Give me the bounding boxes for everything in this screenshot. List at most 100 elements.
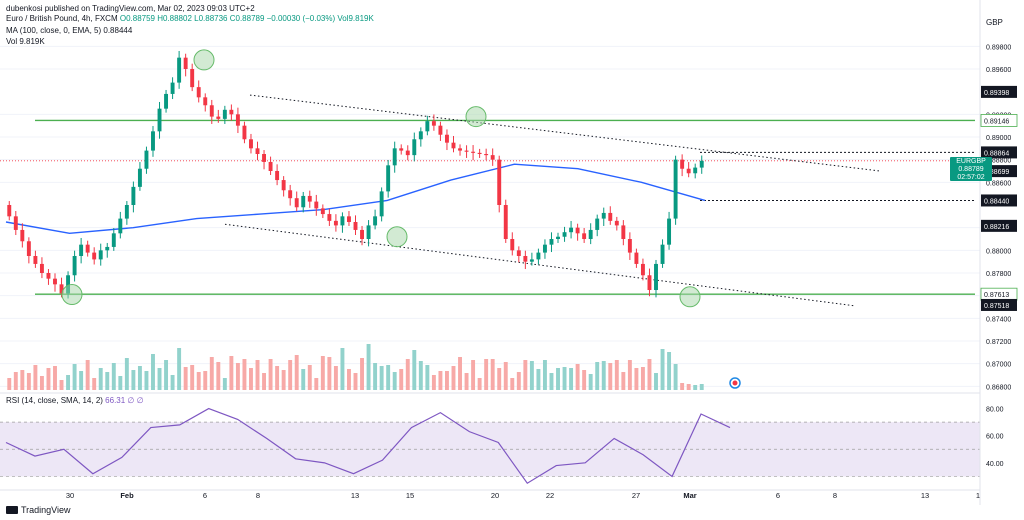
candle-body xyxy=(124,205,129,219)
volume-bar xyxy=(268,359,273,390)
volume-bar xyxy=(438,371,443,390)
candle-body xyxy=(673,159,678,219)
candle-body xyxy=(418,131,423,140)
price-tick-label: 0.89600 xyxy=(986,67,1011,74)
volume-bar xyxy=(425,365,430,390)
candle-body xyxy=(307,195,312,202)
volume-bar xyxy=(588,374,593,390)
level-label: 0.89398 xyxy=(984,90,1009,97)
candle-body xyxy=(693,167,698,174)
ma-legend[interactable]: MA (100, close, 0, EMA, 5) 0.88444 xyxy=(6,26,133,35)
volume-bar xyxy=(529,361,534,390)
volume-bar xyxy=(85,360,90,390)
candle-body xyxy=(484,154,489,156)
candle-body xyxy=(425,121,430,132)
level-label: 0.87613 xyxy=(984,292,1009,299)
volume-bar xyxy=(301,369,306,390)
volume-bar xyxy=(458,357,462,390)
volume-bar xyxy=(595,362,600,390)
candle-body xyxy=(20,229,25,242)
volume-bar xyxy=(222,378,227,390)
volume-bar xyxy=(111,363,116,390)
level-label-box xyxy=(981,146,1017,159)
candle-body xyxy=(222,109,227,119)
volume-bar xyxy=(203,371,208,390)
volume-bar xyxy=(379,366,384,390)
price-tick-label: 0.86800 xyxy=(986,384,1011,391)
candle-body xyxy=(654,263,658,290)
logo-text: TradingView xyxy=(21,505,71,515)
rsi-title: RSI (14, close, SMA, 14, 2) xyxy=(6,396,103,405)
price-tick-label: 0.88800 xyxy=(986,158,1011,165)
candle-body xyxy=(314,201,319,209)
candle-body xyxy=(105,246,110,251)
candle-body xyxy=(366,225,371,239)
candle-body xyxy=(347,216,351,222)
level-label: 0.88699 xyxy=(984,169,1009,176)
candle-body xyxy=(373,216,378,226)
candle-body xyxy=(203,97,208,106)
candle-body xyxy=(235,114,240,126)
candle-body xyxy=(98,250,103,260)
volume-bar xyxy=(477,378,482,390)
candle-body xyxy=(360,229,364,239)
candle-body xyxy=(458,148,462,151)
volume-bar xyxy=(386,365,391,390)
volume-bar xyxy=(249,368,253,390)
candle-body xyxy=(209,105,214,117)
badge-countdown: 02:57:02 xyxy=(957,174,985,181)
volume-bar xyxy=(693,385,698,390)
time-tick-label: 8 xyxy=(833,491,837,500)
candle-body xyxy=(157,108,162,132)
volume-bar xyxy=(464,373,469,390)
volume-bar xyxy=(39,376,44,390)
rsi-legend[interactable]: RSI (14, close, SMA, 14, 2) 66.31 ∅ ∅ xyxy=(6,396,144,405)
symbol-line: Euro / British Pound, 4h, FXCM O0.88759 … xyxy=(6,14,374,24)
time-tick-label: Mar xyxy=(683,491,696,500)
rsi-tick-label: 40.00 xyxy=(986,461,1004,468)
touch-marker xyxy=(386,226,408,248)
symbol-title[interactable]: Euro / British Pound, 4h, FXCM xyxy=(6,14,118,23)
candle-body xyxy=(523,256,528,262)
price-tick-label: 0.87000 xyxy=(986,362,1011,369)
tradingview-logo[interactable]: TradingView xyxy=(6,505,71,515)
candle-body xyxy=(510,239,515,251)
time-tick-label: 13 xyxy=(351,491,359,500)
candle-body xyxy=(170,82,175,94)
candle-body xyxy=(640,263,645,276)
touch-marker xyxy=(465,106,487,128)
volume-bar xyxy=(640,367,645,390)
volume-bar xyxy=(164,360,169,390)
candle-body xyxy=(464,150,469,152)
rsi-tick-label: 60.00 xyxy=(986,434,1004,441)
volume-legend[interactable]: Vol 9.819K xyxy=(6,37,45,46)
volume-bar xyxy=(177,348,182,390)
volume-bar xyxy=(366,344,371,390)
volume-bar xyxy=(59,380,64,390)
candle-body xyxy=(379,191,384,217)
volume-bar xyxy=(124,358,129,390)
candle-body xyxy=(7,205,12,217)
volume-bar xyxy=(320,356,325,390)
time-tick-label: 20 xyxy=(491,491,499,500)
volume-bar xyxy=(340,348,345,390)
candle-body xyxy=(249,139,253,149)
candle-body xyxy=(588,229,593,239)
candle-body xyxy=(190,69,195,88)
volume-bar xyxy=(183,367,188,390)
candle-body xyxy=(431,121,436,126)
touch-markers xyxy=(61,49,701,308)
volume-bar xyxy=(72,364,77,390)
candle-body xyxy=(575,227,580,234)
volume-bar xyxy=(79,371,84,390)
volume-bar xyxy=(288,360,293,390)
volume-bar xyxy=(98,368,103,390)
volume-bar xyxy=(392,372,397,390)
level-label: 0.89146 xyxy=(984,118,1009,125)
candle-body xyxy=(621,225,626,239)
volume-bar xyxy=(327,357,332,390)
candle-body xyxy=(137,168,142,187)
level-label: 0.88216 xyxy=(984,224,1009,231)
level-label-box xyxy=(980,114,1018,127)
